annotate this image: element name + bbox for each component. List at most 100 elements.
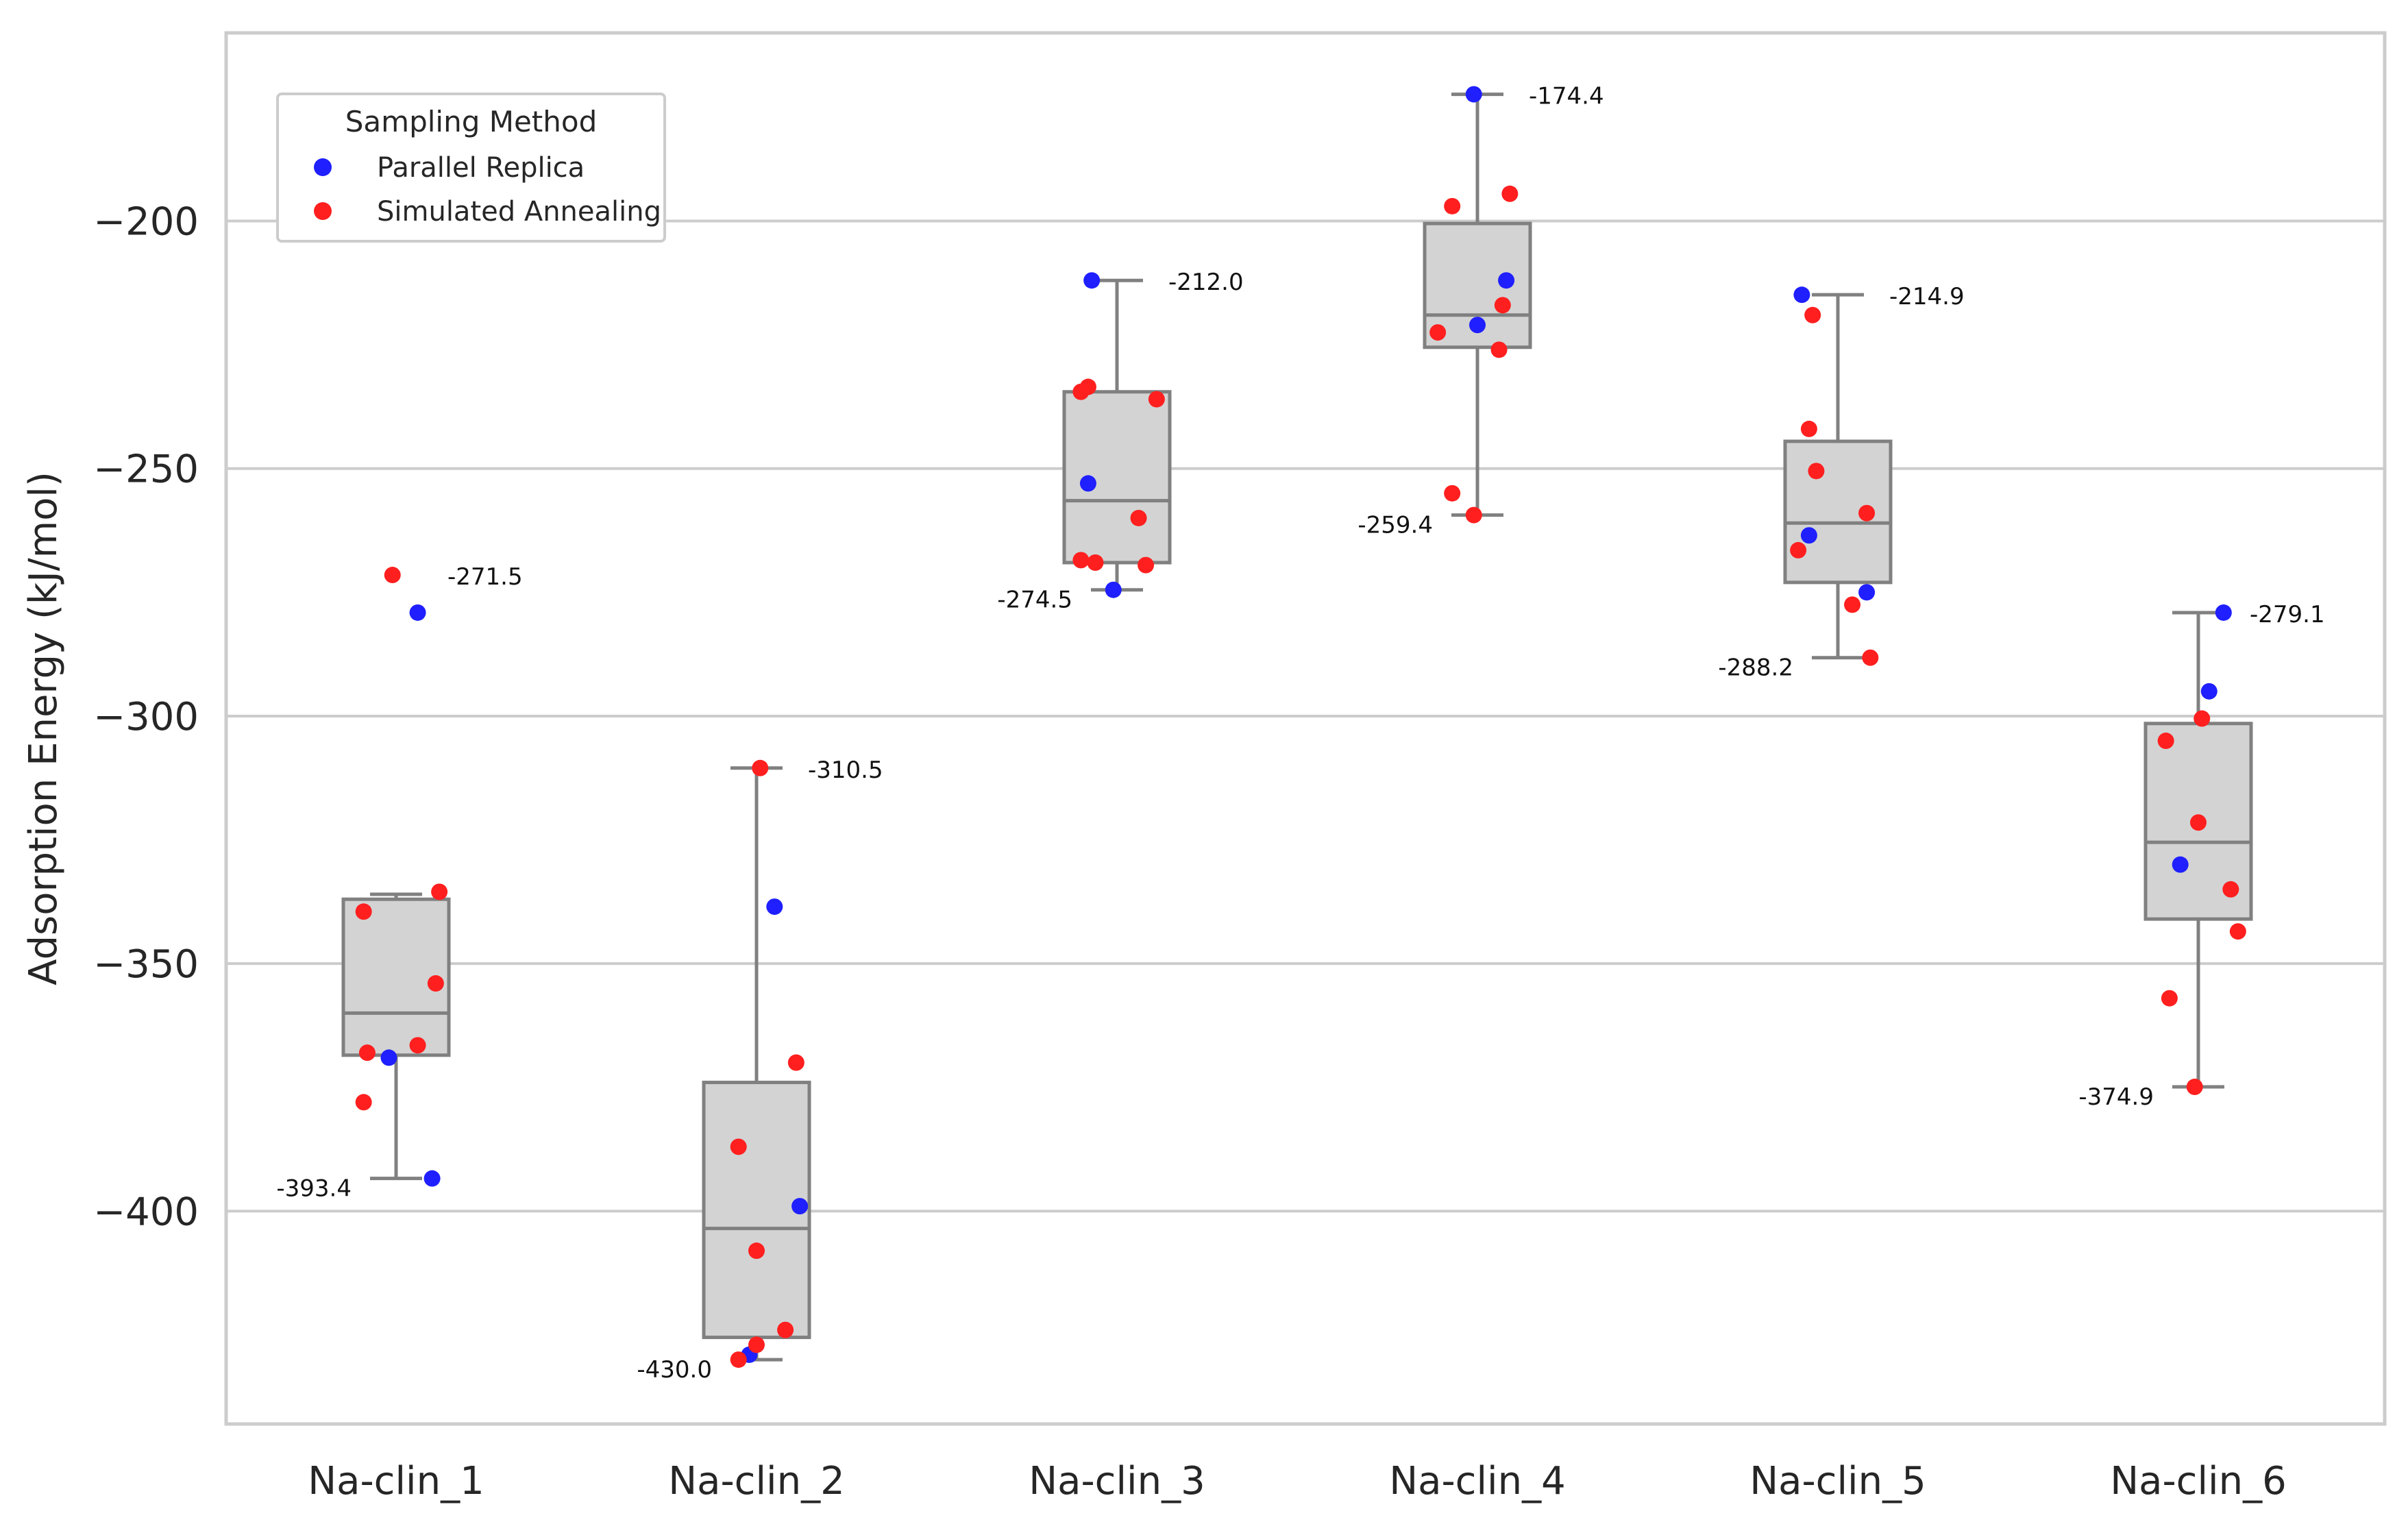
grid-lines bbox=[226, 219, 2385, 1213]
simulated-annealing-point bbox=[427, 975, 444, 992]
min-value-label: -274.5 bbox=[997, 587, 1072, 614]
iqr-box bbox=[1062, 390, 1172, 565]
simulated-annealing-point bbox=[748, 1242, 765, 1260]
max-value-label: -310.5 bbox=[808, 757, 883, 784]
simulated-annealing-point bbox=[1444, 484, 1461, 502]
boxes bbox=[341, 93, 2253, 1362]
min-value-label: -393.4 bbox=[276, 1175, 352, 1203]
simulated-annealing-point bbox=[358, 1044, 376, 1061]
legend-title: Sampling Method bbox=[345, 105, 597, 138]
x-tick-label: Na-clin_4 bbox=[1389, 1459, 1565, 1503]
box-na-clin-2 bbox=[702, 766, 811, 1362]
x-axis-ticks: Na-clin_1 Na-clin_2 Na-clin_3 Na-clin_4 Na-c… bbox=[308, 1459, 2286, 1503]
y-axis-title: Adsorption Energy (kJ/mol) bbox=[21, 471, 66, 985]
simulated-annealing-point bbox=[2157, 733, 2174, 750]
simulated-annealing-point bbox=[431, 883, 448, 900]
legend-marker bbox=[314, 158, 332, 176]
parallel-replica-point bbox=[2172, 856, 2189, 873]
simulated-annealing-point bbox=[2229, 923, 2246, 940]
x-tick-label: Na-clin_6 bbox=[2110, 1459, 2286, 1503]
simulated-annealing-point bbox=[2194, 710, 2211, 727]
simulated-annealing-point bbox=[409, 1037, 426, 1054]
max-value-label: -214.9 bbox=[1889, 283, 1965, 310]
parallel-replica-point bbox=[1105, 581, 1122, 598]
simulated-annealing-point bbox=[1790, 541, 1807, 559]
parallel-replica-point bbox=[1800, 527, 1817, 544]
simulated-annealing-point bbox=[1808, 463, 1825, 480]
simulated-annealing-point bbox=[1858, 504, 1876, 521]
simulated-annealing-point bbox=[1844, 596, 1861, 613]
simulated-annealing-point bbox=[1490, 341, 1508, 358]
simulated-annealing-point bbox=[1444, 197, 1461, 214]
legend-marker bbox=[314, 202, 332, 220]
simulated-annealing-point bbox=[1148, 391, 1165, 408]
parallel-replica-point bbox=[380, 1049, 397, 1066]
parallel-replica-point bbox=[766, 898, 783, 916]
simulated-annealing-point bbox=[384, 567, 401, 584]
x-tick-label: Na-clin_3 bbox=[1029, 1459, 1205, 1503]
simulated-annealing-point bbox=[1800, 420, 1817, 437]
simulated-annealing-point bbox=[752, 759, 769, 776]
parallel-replica-point bbox=[1858, 584, 1876, 601]
simulated-annealing-point bbox=[2222, 881, 2239, 898]
max-value-label: -271.5 bbox=[447, 563, 523, 591]
legend-label: Parallel Replica bbox=[377, 152, 585, 184]
max-value-label: -279.1 bbox=[2250, 601, 2325, 628]
simulated-annealing-point bbox=[1494, 297, 1511, 314]
min-max-labels: -271.5 -393.4 -310.5 -430.0 -212.0 -274.5 -174… bbox=[276, 83, 2324, 1384]
simulated-annealing-point bbox=[1072, 383, 1090, 400]
y-tick-label: −400 bbox=[93, 1190, 199, 1234]
parallel-replica-point bbox=[1793, 286, 1810, 304]
box-na-clin-1 bbox=[341, 892, 451, 1181]
y-tick-label: −350 bbox=[93, 942, 199, 987]
y-tick-label: −300 bbox=[93, 695, 199, 739]
parallel-replica-point bbox=[409, 604, 426, 621]
simulated-annealing-point bbox=[1804, 306, 1821, 323]
simulated-annealing-point bbox=[1072, 552, 1090, 569]
simulated-annealing-point bbox=[1862, 649, 1879, 666]
simulated-annealing-point bbox=[1429, 324, 1447, 341]
simulated-annealing-point bbox=[730, 1351, 747, 1368]
simulated-annealing-point bbox=[355, 903, 372, 920]
min-value-label: -288.2 bbox=[1718, 654, 1793, 682]
simulated-annealing-point bbox=[787, 1054, 804, 1071]
simulated-annealing-point bbox=[1087, 554, 1104, 571]
parallel-replica-point bbox=[1465, 86, 1482, 103]
parallel-replica-point bbox=[2215, 604, 2232, 621]
y-tick-label: −200 bbox=[93, 200, 199, 245]
max-value-label: -174.4 bbox=[1529, 83, 1604, 110]
max-value-label: -212.0 bbox=[1168, 269, 1244, 296]
simulated-annealing-point bbox=[355, 1094, 372, 1111]
simulated-annealing-point bbox=[1501, 185, 1519, 202]
box-na-clin-3 bbox=[1062, 278, 1172, 592]
min-value-label: -259.4 bbox=[1357, 512, 1433, 539]
simulated-annealing-point bbox=[1138, 556, 1155, 574]
x-tick-label: Na-clin_2 bbox=[668, 1459, 844, 1503]
parallel-replica-point bbox=[791, 1198, 809, 1215]
parallel-replica-point bbox=[1079, 475, 1096, 492]
parallel-replica-point bbox=[1469, 317, 1486, 334]
data-points bbox=[355, 86, 2246, 1368]
y-tick-label: −250 bbox=[93, 447, 199, 492]
simulated-annealing-point bbox=[1130, 509, 1147, 526]
parallel-replica-point bbox=[1498, 272, 1515, 289]
iqr-box bbox=[702, 1081, 811, 1340]
x-tick-label: Na-clin_5 bbox=[1749, 1459, 1926, 1503]
legend-frame bbox=[276, 93, 666, 243]
simulated-annealing-point bbox=[730, 1138, 747, 1155]
box-na-clin-5 bbox=[1783, 293, 1893, 660]
box-na-clin-6 bbox=[2143, 611, 2253, 1089]
simulated-annealing-point bbox=[2186, 1079, 2203, 1096]
x-tick-label: Na-clin_1 bbox=[308, 1459, 484, 1503]
parallel-replica-point bbox=[2200, 683, 2217, 700]
simulated-annealing-point bbox=[748, 1336, 765, 1353]
simulated-annealing-point bbox=[777, 1321, 794, 1338]
simulated-annealing-point bbox=[2161, 990, 2178, 1007]
simulated-annealing-point bbox=[2190, 814, 2207, 831]
min-value-label: -374.9 bbox=[2078, 1083, 2154, 1111]
plot-frame bbox=[224, 31, 2387, 1426]
simulated-annealing-point bbox=[1465, 506, 1482, 524]
parallel-replica-point bbox=[1083, 272, 1101, 289]
legend: Sampling Method Parallel Replica Simulate… bbox=[276, 93, 666, 243]
